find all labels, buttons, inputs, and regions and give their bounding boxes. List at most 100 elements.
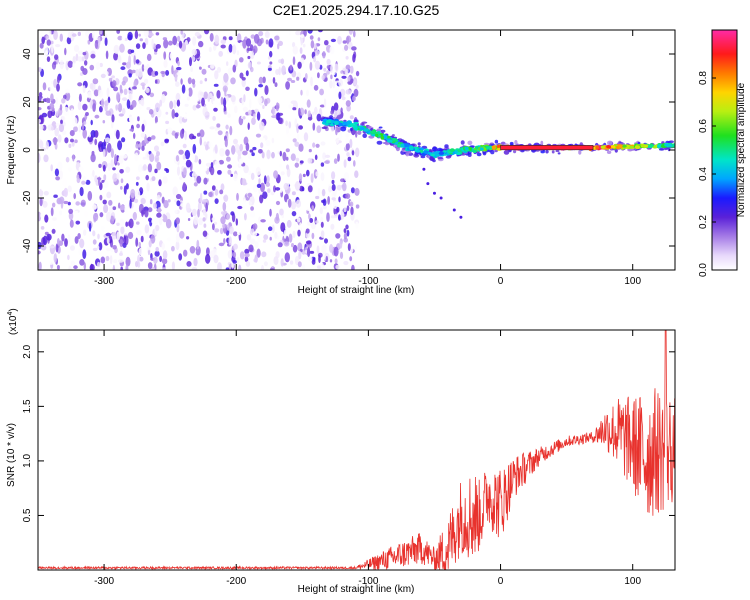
- noise-blob: [330, 223, 335, 230]
- noise-blob: [244, 253, 250, 258]
- noise-blob: [232, 251, 237, 258]
- noise-blob: [179, 205, 182, 210]
- noise-blob: [214, 189, 219, 196]
- noise-blob: [162, 213, 166, 220]
- signal-track: [491, 145, 497, 150]
- noise-blob: [201, 97, 205, 107]
- noise-blob: [203, 91, 208, 100]
- noise-blob: [45, 35, 50, 39]
- noise-blob: [220, 44, 226, 49]
- noise-blob: [207, 94, 211, 102]
- noise-blob: [279, 208, 284, 216]
- noise-blob: [229, 226, 234, 235]
- noise-blob: [78, 247, 82, 256]
- noise-blob: [221, 211, 225, 215]
- noise-blob: [346, 205, 350, 212]
- noise-blob: [135, 143, 140, 149]
- noise-blob: [79, 238, 85, 249]
- noise-blob: [126, 147, 130, 153]
- noise-blob: [345, 89, 352, 95]
- noise-blob: [53, 253, 57, 263]
- spectrogram-marks: [38, 30, 675, 270]
- noise-blob: [126, 61, 131, 69]
- colorbar: [711, 29, 738, 271]
- noise-blob: [198, 159, 202, 165]
- noise-blob: [195, 104, 201, 109]
- noise-blob: [258, 76, 264, 84]
- noise-blob: [38, 211, 42, 222]
- noise-blob: [161, 93, 166, 104]
- noise-blob: [79, 113, 83, 120]
- noise-blob: [249, 149, 254, 153]
- colorbar-tick-label: 0.0: [698, 263, 709, 277]
- noise-blob: [148, 109, 154, 115]
- noise-blob: [203, 30, 210, 35]
- noise-blob: [329, 202, 332, 208]
- noise-blob: [225, 149, 230, 157]
- noise-blob: [288, 121, 292, 129]
- noise-blob: [147, 136, 152, 142]
- noise-blob: [267, 188, 271, 193]
- noise-blob: [329, 45, 335, 55]
- noise-blob: [60, 139, 64, 149]
- noise-blob: [319, 202, 324, 209]
- noise-blob: [312, 142, 316, 148]
- noise-blob: [283, 182, 289, 191]
- noise-blob: [125, 264, 129, 270]
- noise-blob: [107, 96, 111, 104]
- noise-blob: [248, 201, 252, 206]
- noise-blob: [353, 30, 356, 38]
- noise-blob: [253, 113, 256, 118]
- signal-spread: [431, 158, 435, 161]
- noise-blob: [133, 132, 136, 139]
- noise-blob: [180, 30, 183, 35]
- noise-blob: [73, 210, 79, 215]
- noise-blob: [278, 40, 283, 47]
- noise-blob: [251, 117, 256, 125]
- noise-blob: [73, 193, 76, 200]
- signal-track: [668, 143, 672, 147]
- noise-blob: [292, 138, 297, 143]
- noise-blob: [256, 111, 261, 121]
- noise-blob: [222, 223, 226, 229]
- noise-blob: [168, 40, 173, 46]
- noise-blob: [45, 141, 49, 150]
- noise-blob: [300, 89, 303, 96]
- noise-blob: [334, 213, 339, 218]
- noise-blob: [335, 108, 342, 116]
- noise-blob: [43, 47, 49, 56]
- noise-blob: [291, 211, 297, 217]
- noise-blob: [232, 44, 237, 55]
- y-tick-label: 40: [22, 48, 33, 60]
- noise-blob: [64, 47, 67, 56]
- noise-blob: [255, 166, 261, 176]
- noise-blob: [192, 171, 197, 177]
- noise-blob: [247, 192, 253, 198]
- noise-blob: [314, 60, 321, 70]
- noise-blob: [75, 201, 80, 206]
- noise-blob: [81, 56, 85, 62]
- noise-blob: [313, 56, 317, 63]
- noise-blob: [199, 129, 205, 138]
- noise-blob: [141, 123, 145, 132]
- noise-blob: [141, 145, 145, 152]
- noise-blob: [63, 106, 70, 116]
- noise-blob: [99, 106, 103, 113]
- noise-blob: [264, 98, 268, 107]
- noise-blob: [40, 213, 43, 218]
- noise-blob: [71, 141, 75, 147]
- noise-blob: [252, 223, 258, 230]
- noise-blob: [308, 255, 313, 262]
- noise-blob: [226, 156, 231, 162]
- noise-blob: [219, 189, 224, 195]
- noise-blob: [151, 219, 155, 224]
- noise-blob: [319, 88, 324, 96]
- noise-blob: [248, 244, 254, 253]
- noise-blob: [335, 264, 340, 270]
- noise-blob: [47, 110, 53, 119]
- noise-blob: [321, 98, 325, 104]
- noise-blob: [339, 251, 344, 259]
- noise-blob: [103, 180, 109, 189]
- noise-blob: [289, 64, 293, 71]
- noise-blob: [329, 259, 333, 263]
